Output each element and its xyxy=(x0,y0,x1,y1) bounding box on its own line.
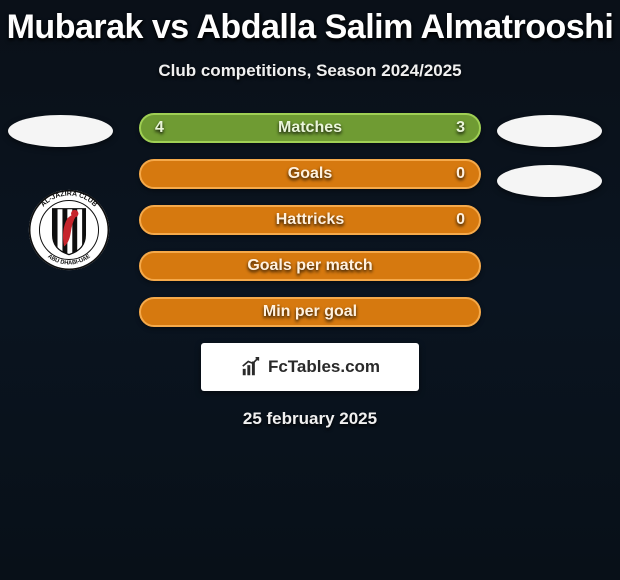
stat-value-left: 4 xyxy=(155,119,164,137)
stat-label: Goals xyxy=(288,165,332,183)
comparison-subtitle: Club competitions, Season 2024/2025 xyxy=(0,61,620,81)
branding-text: FcTables.com xyxy=(268,357,380,377)
player-left-club-badge: AL-JAZIRA CLUB ABU DHABI-UAE xyxy=(28,189,110,271)
comparison-date: 25 february 2025 xyxy=(0,409,620,429)
stat-row: Min per goal xyxy=(139,297,481,327)
club-badge-svg: AL-JAZIRA CLUB ABU DHABI-UAE xyxy=(28,189,110,271)
comparison-title: Mubarak vs Abdalla Salim Almatrooshi xyxy=(0,0,620,47)
stat-label: Hattricks xyxy=(276,211,344,229)
stat-label: Matches xyxy=(278,119,342,137)
stat-value-right: 3 xyxy=(456,119,465,137)
branding-box: FcTables.com xyxy=(201,343,419,391)
player-left-flag xyxy=(8,115,113,147)
main-area: AL-JAZIRA CLUB ABU DHABI-UAE 4 Matches 3 Go… xyxy=(0,113,620,429)
stat-row: Goals per match xyxy=(139,251,481,281)
stat-value-right: 0 xyxy=(456,211,465,229)
stat-value-right: 0 xyxy=(456,165,465,183)
stat-row: Goals 0 xyxy=(139,159,481,189)
stat-label: Goals per match xyxy=(247,257,372,275)
stat-row: Hattricks 0 xyxy=(139,205,481,235)
stat-row: 4 Matches 3 xyxy=(139,113,481,143)
stats-rows: 4 Matches 3 Goals 0 Hattricks 0 Goals per match… xyxy=(139,113,481,327)
chart-icon xyxy=(240,356,262,378)
player-right-club-flag xyxy=(497,165,602,197)
stat-label: Min per goal xyxy=(263,303,357,321)
player-right-flag xyxy=(497,115,602,147)
